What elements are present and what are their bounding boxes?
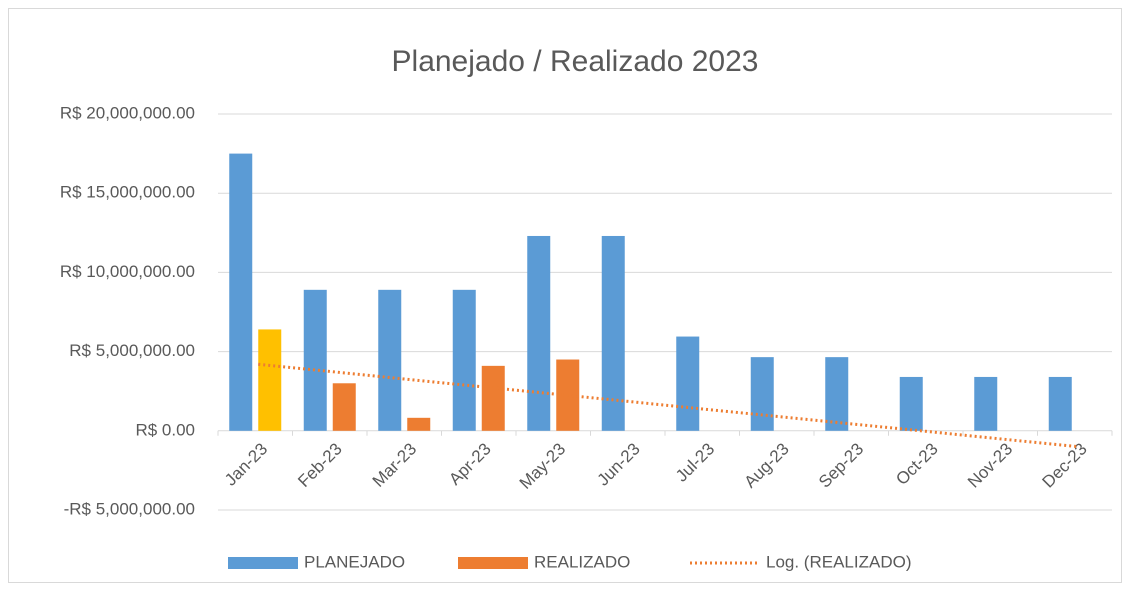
y-tick-label: R$ 5,000,000.00 xyxy=(69,341,195,360)
bar xyxy=(899,376,923,431)
bar xyxy=(974,376,998,431)
bar xyxy=(332,383,356,431)
bar xyxy=(825,357,849,431)
bar xyxy=(378,289,402,431)
y-tick-label: -R$ 5,000,000.00 xyxy=(64,499,195,518)
legend-label: REALIZADO xyxy=(534,552,630,571)
y-tick-label: R$ 15,000,000.00 xyxy=(60,183,195,202)
bar xyxy=(229,153,253,431)
legend-swatch xyxy=(228,557,298,569)
bar xyxy=(676,336,700,431)
chart-title: Planejado / Realizado 2023 xyxy=(392,45,759,78)
legend-label: PLANEJADO xyxy=(304,552,405,571)
bar xyxy=(750,357,774,431)
legend-label: Log. (REALIZADO) xyxy=(766,552,912,571)
bar xyxy=(527,235,551,431)
bar xyxy=(452,289,476,431)
trendline xyxy=(258,362,1078,449)
bar xyxy=(1048,376,1072,431)
chart-border xyxy=(8,8,1122,583)
bar xyxy=(303,289,327,431)
y-tick-label: R$ 10,000,000.00 xyxy=(60,262,195,281)
bar xyxy=(407,417,431,431)
legend-swatch xyxy=(458,557,528,569)
bar xyxy=(258,329,282,431)
bar xyxy=(601,235,625,431)
y-tick-label: R$ 20,000,000.00 xyxy=(60,103,195,122)
y-tick-label: R$ 0.00 xyxy=(135,420,195,439)
bar xyxy=(481,365,505,431)
